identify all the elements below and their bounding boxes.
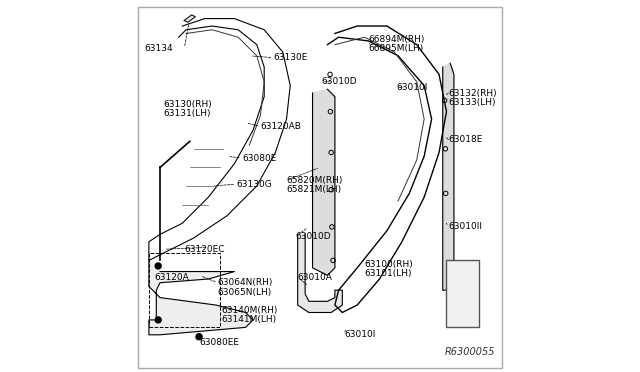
- Text: 63131(LH): 63131(LH): [164, 109, 211, 118]
- Text: 63120EC: 63120EC: [184, 245, 225, 254]
- Text: 63010D: 63010D: [296, 232, 332, 241]
- Text: 63133(LH): 63133(LH): [449, 98, 496, 107]
- Text: 63064N(RH): 63064N(RH): [218, 278, 273, 287]
- Polygon shape: [298, 234, 342, 312]
- Circle shape: [196, 334, 202, 340]
- Text: 63010A: 63010A: [298, 273, 333, 282]
- Text: 63130G: 63130G: [236, 180, 272, 189]
- Text: 63010D: 63010D: [322, 77, 358, 86]
- Polygon shape: [312, 89, 335, 275]
- Text: 63120A: 63120A: [154, 273, 189, 282]
- Bar: [149, 253, 220, 327]
- Text: 63140M(RH): 63140M(RH): [221, 306, 278, 315]
- Text: 63080E: 63080E: [242, 154, 276, 163]
- Text: 63010II: 63010II: [449, 222, 483, 231]
- Polygon shape: [149, 19, 291, 260]
- Polygon shape: [184, 15, 195, 22]
- Circle shape: [156, 263, 161, 269]
- Text: 65820M(RH): 65820M(RH): [287, 176, 343, 185]
- Circle shape: [156, 317, 161, 323]
- Bar: [445, 260, 479, 327]
- Text: 66895M(LH): 66895M(LH): [369, 44, 424, 53]
- Text: R6300055: R6300055: [444, 347, 495, 357]
- Text: 63130(RH): 63130(RH): [164, 100, 212, 109]
- Text: 63101(LH): 63101(LH): [365, 269, 412, 278]
- Text: 63018E: 63018E: [449, 135, 483, 144]
- Text: 63100(RH): 63100(RH): [365, 260, 413, 269]
- Text: 63132(RH): 63132(RH): [449, 89, 497, 97]
- Polygon shape: [443, 63, 454, 290]
- Polygon shape: [328, 26, 447, 312]
- Polygon shape: [149, 260, 253, 335]
- Text: 63120AB: 63120AB: [260, 122, 301, 131]
- Text: 63010I: 63010I: [396, 83, 428, 92]
- Text: 63080EE: 63080EE: [199, 338, 239, 347]
- Text: 66894M(RH): 66894M(RH): [369, 35, 425, 44]
- Text: 63134: 63134: [145, 44, 173, 53]
- Text: 63010I: 63010I: [344, 330, 376, 339]
- Text: 63065N(LH): 63065N(LH): [218, 288, 272, 296]
- Text: 63130E: 63130E: [273, 53, 308, 62]
- Text: 63141M(LH): 63141M(LH): [221, 315, 276, 324]
- Text: 65821M(LH): 65821M(LH): [287, 185, 342, 194]
